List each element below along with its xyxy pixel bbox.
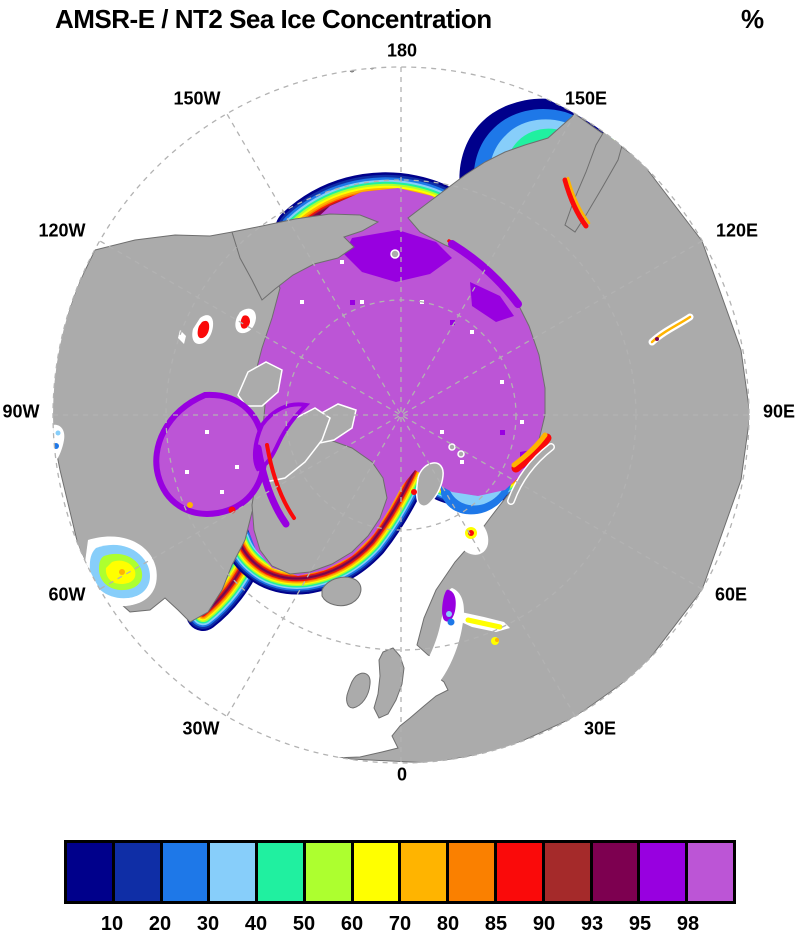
longitude-label: 90E [762, 401, 796, 422]
colorbar-cell [449, 843, 498, 901]
land-kamchatka [564, 117, 626, 233]
colorbar-cell [592, 843, 641, 901]
colorbar-cell [688, 843, 733, 901]
island-svalbard [415, 462, 444, 507]
island-great-britain [373, 647, 405, 719]
colorbar-tick-label: 98 [676, 913, 700, 935]
hudson-bay-ice [153, 391, 268, 517]
colorbar-cell [210, 843, 259, 901]
coastal-features [53, 176, 694, 696]
longitude-label: 180 [386, 40, 418, 61]
longitude-label: 0 [396, 764, 408, 785]
bothnia-ice [442, 589, 456, 622]
island-victoria [237, 361, 283, 407]
longitude-label: 90W [2, 401, 40, 422]
longitude-label: 30W [182, 718, 220, 739]
colorbar-cell [258, 843, 306, 901]
colorbar-cell [401, 843, 450, 901]
colorbar-tick-label: 80 [436, 913, 460, 935]
longitude-label: 30E [583, 718, 617, 739]
island-franz-josef [457, 450, 465, 458]
colorbar-tick-label: 85 [484, 913, 508, 935]
colorbar-cell [544, 843, 593, 901]
colorbar-tick-label: 95 [628, 913, 652, 935]
island-franz-josef [448, 443, 456, 451]
colorbar-tick-label: 93 [580, 913, 604, 935]
figure-title: AMSR-E / NT2 Sea Ice Concentration [55, 4, 492, 34]
colorbar [64, 840, 736, 904]
sea-ice-map [52, 66, 750, 764]
longitude-label: 120W [38, 220, 86, 241]
longitude-label: 150W [173, 88, 221, 109]
longitude-label: 120E [715, 220, 759, 241]
colorbar-tick-label: 50 [292, 913, 316, 935]
colorbar-tick-label: 30 [196, 913, 220, 935]
island-wrangel [390, 249, 400, 259]
graticule [53, 67, 749, 763]
colorbar-tick-labels: 10 20 30 40 50 60 70 80 85 90 93 95 98 [64, 913, 736, 937]
colorbar-cell [305, 843, 354, 901]
colorbar-tick-label: 90 [532, 913, 556, 935]
colorbar-tick-label: 10 [100, 913, 124, 935]
land-alaska-seward [231, 213, 380, 301]
longitude-label: 60E [714, 584, 748, 605]
colorbar-cell [640, 843, 689, 901]
colorbar-tick-label: 40 [244, 913, 268, 935]
island-ireland [346, 672, 371, 709]
colorbar-cell [497, 843, 545, 901]
colorbar-cell [67, 843, 115, 901]
colorbar-cell [353, 843, 402, 901]
map-boundary-circle [52, 66, 750, 764]
colorbar-tick-label: 20 [148, 913, 172, 935]
island-iceland [321, 576, 362, 607]
colorbar-tick-label: 70 [388, 913, 412, 935]
colorbar-cell [162, 843, 211, 901]
colorbar-tick-label: 60 [340, 913, 364, 935]
units-label: % [741, 4, 765, 34]
longitude-label: 60W [48, 584, 86, 605]
longitude-label: 150E [564, 88, 608, 109]
island-novaya-zemlya [508, 444, 554, 504]
colorbar-cell [114, 843, 163, 901]
